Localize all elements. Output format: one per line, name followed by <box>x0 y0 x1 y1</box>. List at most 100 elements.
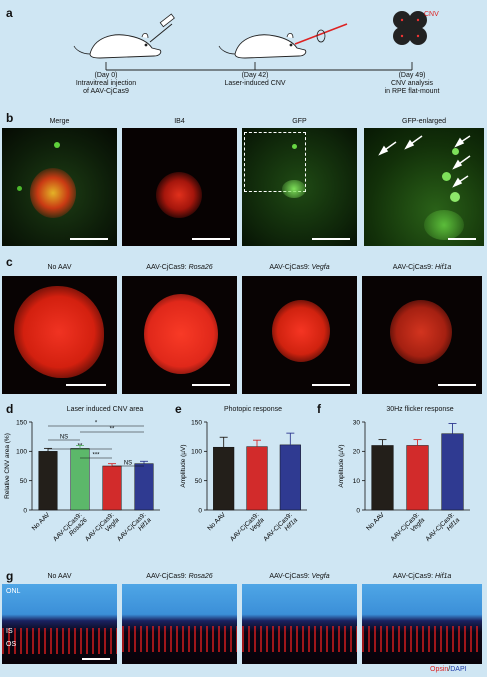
y-tick-label: 0 <box>23 507 27 514</box>
panel-label-b: b <box>6 111 14 125</box>
panel-label-e: e <box>175 402 182 416</box>
enlarged-region-box <box>244 132 306 192</box>
panel-label-d: d <box>6 402 14 416</box>
y-tick-label: 0 <box>356 507 360 514</box>
category-label: AAV-CjCas9:Hif1a <box>262 511 299 548</box>
y-tick-label: 150 <box>191 419 202 426</box>
y-tick-label: 30 <box>353 419 361 426</box>
category-label: AAV-CjCas9:Vegfa <box>84 511 121 548</box>
scale-bar <box>70 238 108 240</box>
mouse-injection-icon <box>73 13 175 59</box>
y-tick-label: 20 <box>353 449 361 456</box>
gfp-enlarged-micrograph <box>364 128 484 246</box>
y-tick-label: 50 <box>20 478 28 485</box>
category-label: No AAV <box>365 511 386 532</box>
category-label: No AAV <box>206 511 227 532</box>
panel-c-title-4: AAV-CjCas9: Hif1a <box>392 264 452 271</box>
category-label-line: No AAV <box>365 511 386 532</box>
scale-bar <box>66 384 106 386</box>
scale-bar <box>448 238 476 240</box>
cnv-rosa26-micrograph <box>122 276 237 394</box>
panel-c-title-1: No AAV <box>47 264 72 271</box>
y-tick-label: 10 <box>353 478 361 485</box>
panel-c-title-2: AAV-CjCas9: Rosa26 <box>146 264 213 271</box>
retina-rosa26-micrograph <box>122 584 237 664</box>
category-label: AAV-CjCas9:Rosa26 <box>52 511 89 548</box>
scale-bar <box>312 238 350 240</box>
bar <box>213 446 235 511</box>
y-tick-label: 0 <box>198 507 202 514</box>
y-axis-label: Relative CNV area (%) <box>4 433 11 499</box>
bar <box>279 444 301 511</box>
timeline-step-2: (Day 42) Laser-induced CNV <box>224 72 286 87</box>
panel-label-f: f <box>317 402 321 416</box>
panel-label-a: a <box>6 6 13 20</box>
gfp-micrograph <box>242 128 357 246</box>
panel-g-title-3: AAV-CjCas9: Vegfa <box>269 573 330 580</box>
ib4-micrograph <box>122 128 237 246</box>
significance-label: NS <box>60 435 68 441</box>
cnv-no-aav-micrograph <box>2 276 117 394</box>
bar <box>246 446 268 511</box>
retina-no-aav-micrograph: ONL IS OS <box>2 584 117 664</box>
y-axis-label: Amplitude (µV) <box>180 444 187 487</box>
scale-bar <box>438 384 476 386</box>
category-label: AAV-CjCas9:Vegfa <box>229 511 266 548</box>
cnv-hif1a-micrograph <box>362 276 482 394</box>
category-label-line: No AAV <box>31 511 52 532</box>
category-label: AAV-CjCas9:Vegfa <box>389 511 426 548</box>
category-label-line: No AAV <box>206 511 227 532</box>
timeline-step-3: (Day 49) CNV analysis in RPE flat-mount <box>384 72 440 95</box>
panel-label-g: g <box>6 569 14 583</box>
category-label: AAV-CjCas9:Hif1a <box>424 511 461 548</box>
scale-bar <box>192 384 230 386</box>
significance-label: ** <box>110 427 115 433</box>
panel-b-title-ib4: IB4 <box>174 118 185 125</box>
category-label: No AAV <box>31 511 52 532</box>
scale-bar <box>312 384 350 386</box>
cnv-label: CNV <box>424 11 439 18</box>
significance-label: NS <box>124 461 132 467</box>
chart-f-title: 30Hz flicker response <box>386 406 454 413</box>
y-tick-label: 150 <box>16 419 27 426</box>
bar <box>371 445 394 511</box>
bar <box>38 451 58 511</box>
layer-label-is: IS <box>6 628 13 635</box>
stain-legend: Opsin/DAPI <box>430 666 467 673</box>
y-tick-label: 100 <box>191 449 202 456</box>
cnv-vegfa-micrograph <box>242 276 357 394</box>
mouse-laser-icon <box>218 23 348 59</box>
significance-label: *** <box>92 453 100 459</box>
bar <box>406 445 429 511</box>
bar <box>102 465 122 511</box>
panel-g-title-2: AAV-CjCas9: Rosa26 <box>146 573 213 580</box>
layer-label-os: OS <box>6 641 17 648</box>
bar <box>441 433 464 511</box>
rpe-flatmount-icon <box>393 11 427 45</box>
panel-g-title-1: No AAV <box>47 573 72 580</box>
panel-b-title-merge: Merge <box>49 118 70 125</box>
y-tick-label: 50 <box>195 478 203 485</box>
panel-label-c: c <box>6 255 13 269</box>
category-label: AAV-CjCas9:Hif1a <box>116 511 153 548</box>
retina-hif1a-micrograph <box>362 584 482 664</box>
y-axis-label: Amplitude (µV) <box>338 444 345 487</box>
panel-b-title-gfp: GFP <box>292 118 307 125</box>
merge-micrograph <box>2 128 117 246</box>
timeline-schematic <box>73 11 427 71</box>
arrow-icons <box>378 135 471 188</box>
chart-e-title: Photopic response <box>224 406 282 413</box>
chart-f: Amplitude (µV) 0 10 20 30 No AAV AAV-CjCas9:Ve… <box>338 419 470 548</box>
y-tick-label: 100 <box>16 449 27 456</box>
retina-vegfa-micrograph <box>242 584 357 664</box>
panel-g-title-4: AAV-CjCas9: Hif1a <box>392 573 452 580</box>
bar <box>134 463 154 511</box>
panel-b-title-gfp-enlarged: GFP-enlarged <box>402 118 446 125</box>
scale-bar <box>82 658 110 660</box>
panel-c-title-3: AAV-CjCas9: Vegfa <box>269 264 330 271</box>
significance-label: * <box>95 421 98 427</box>
bar <box>70 448 90 511</box>
significance-label: ** <box>78 444 83 450</box>
